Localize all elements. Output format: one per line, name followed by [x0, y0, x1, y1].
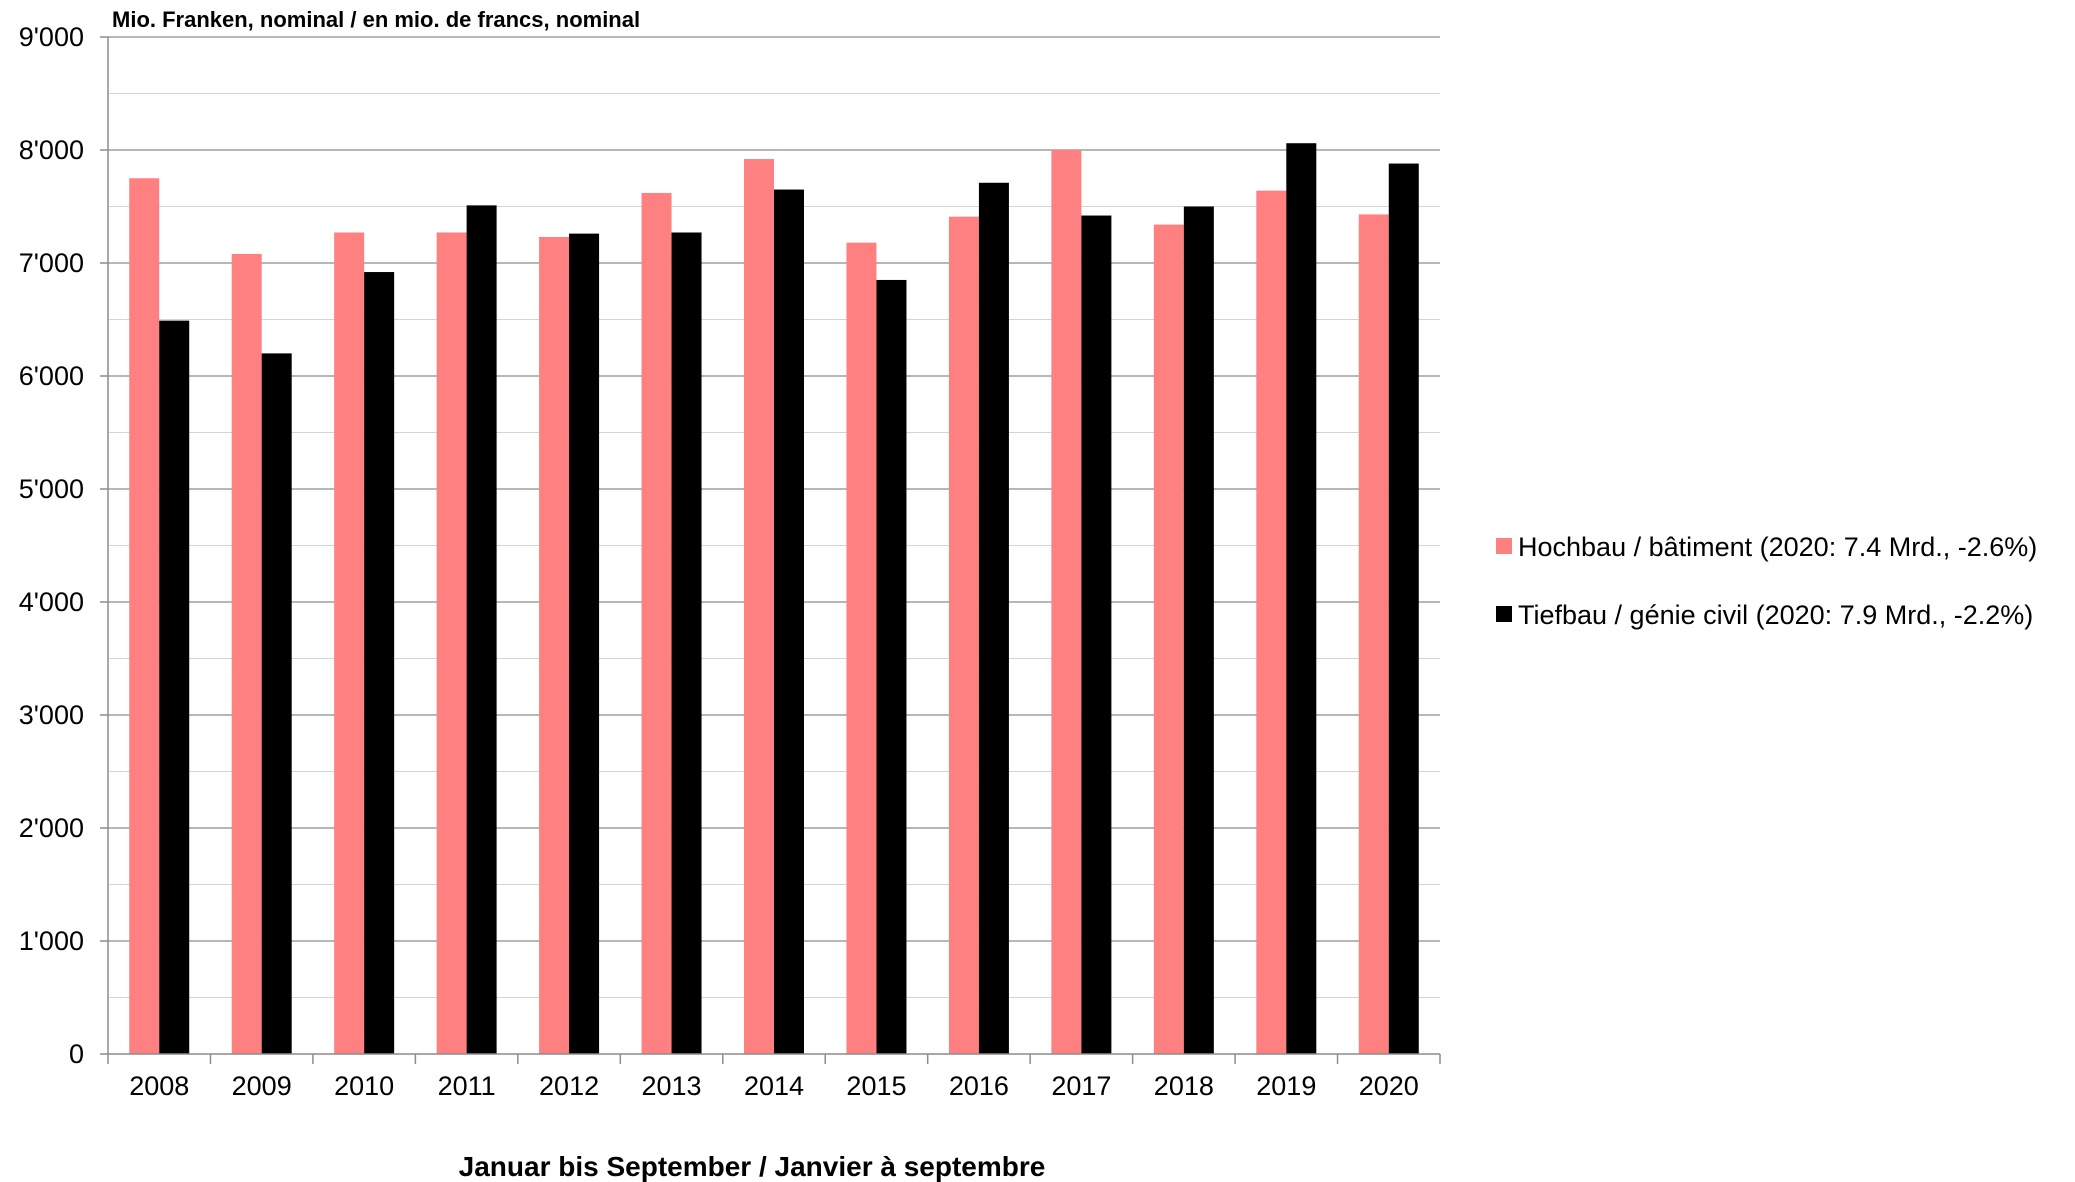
y-tick-label: 4'000: [19, 587, 84, 617]
y-tick-label: 0: [69, 1039, 84, 1069]
x-tick-label: 2013: [641, 1071, 701, 1101]
y-tick-labels: 0 1'000 2'000 3'000 4'000 5'000 6'000 7'000 8'00…: [19, 22, 84, 1069]
bar-hochbau-2011: [436, 232, 467, 1055]
bar-tiefbau-2010: [364, 272, 395, 1054]
bar-tiefbau-2009: [261, 353, 292, 1054]
bar-hochbau-2016: [948, 216, 979, 1055]
bar-hochbau-2012: [539, 237, 570, 1054]
bar-tiefbau-2008: [159, 320, 190, 1054]
x-tick-label: 2017: [1051, 1071, 1111, 1101]
bar-tiefbau-2020: [1388, 163, 1419, 1054]
x-tick-label: 2016: [949, 1071, 1009, 1101]
x-axis-title: Januar bis September / Janvier à septemb…: [459, 1151, 1046, 1182]
bar-hochbau-2017: [1051, 150, 1082, 1054]
x-tick-label: 2010: [334, 1071, 394, 1101]
unit-label: Mio. Franken, nominal / en mio. de franc…: [112, 7, 640, 32]
bar-hochbau-2018: [1153, 224, 1184, 1054]
bar-tiefbau-2018: [1183, 206, 1214, 1054]
bar-series: [129, 143, 1419, 1055]
bar-hochbau-2019: [1256, 190, 1287, 1054]
bar-hochbau-2013: [641, 192, 672, 1054]
y-tick-label: 6'000: [19, 361, 84, 391]
x-tick-label: 2009: [232, 1071, 292, 1101]
y-tick-label: 3'000: [19, 700, 84, 730]
bar-hochbau-2010: [334, 232, 365, 1055]
x-tick-label: 2020: [1359, 1071, 1419, 1101]
x-tick-label: 2014: [744, 1071, 804, 1101]
x-tick-label: 2015: [846, 1071, 906, 1101]
bar-tiefbau-2012: [569, 233, 600, 1054]
bar-hochbau-2009: [231, 253, 262, 1054]
legend-label: Tiefbau / génie civil (2020: 7.9 Mrd., -…: [1518, 600, 2033, 630]
bar-hochbau-2008: [129, 178, 160, 1054]
legend-swatch: [1496, 606, 1512, 622]
y-tick-label: 7'000: [19, 248, 84, 278]
bar-hochbau-2015: [846, 242, 877, 1054]
bar-tiefbau-2016: [978, 182, 1009, 1054]
bar-tiefbau-2019: [1286, 143, 1317, 1055]
bar-hochbau-2014: [744, 159, 774, 1055]
legend: Hochbau / bâtiment (2020: 7.4 Mrd., -2.6…: [1496, 532, 2037, 630]
x-tick-label: 2011: [438, 1071, 496, 1101]
y-tick-label: 5'000: [19, 474, 84, 504]
axes: [100, 36, 1441, 1064]
y-tick-label: 2'000: [19, 813, 84, 843]
legend-label: Hochbau / bâtiment (2020: 7.4 Mrd., -2.6…: [1518, 532, 2037, 562]
x-tick-label: 2019: [1256, 1071, 1316, 1101]
x-tick-labels: 2008 2009 2010 2011 2012 2013 2014 2015 2016 2017…: [129, 1071, 1419, 1101]
bar-hochbau-2020: [1358, 214, 1389, 1054]
bar-tiefbau-2011: [466, 205, 497, 1054]
y-tick-label: 1'000: [19, 926, 84, 956]
legend-swatch: [1496, 538, 1512, 554]
x-tick-label: 2012: [539, 1071, 599, 1101]
bar-tiefbau-2013: [671, 232, 702, 1055]
x-tick-label: 2008: [129, 1071, 189, 1101]
bar-tiefbau-2015: [876, 279, 907, 1054]
y-tick-label: 8'000: [19, 135, 84, 165]
x-tick-label: 2018: [1154, 1071, 1214, 1101]
y-tick-label: 9'000: [19, 22, 84, 52]
bar-tiefbau-2014: [774, 189, 804, 1055]
bar-tiefbau-2017: [1081, 215, 1112, 1055]
